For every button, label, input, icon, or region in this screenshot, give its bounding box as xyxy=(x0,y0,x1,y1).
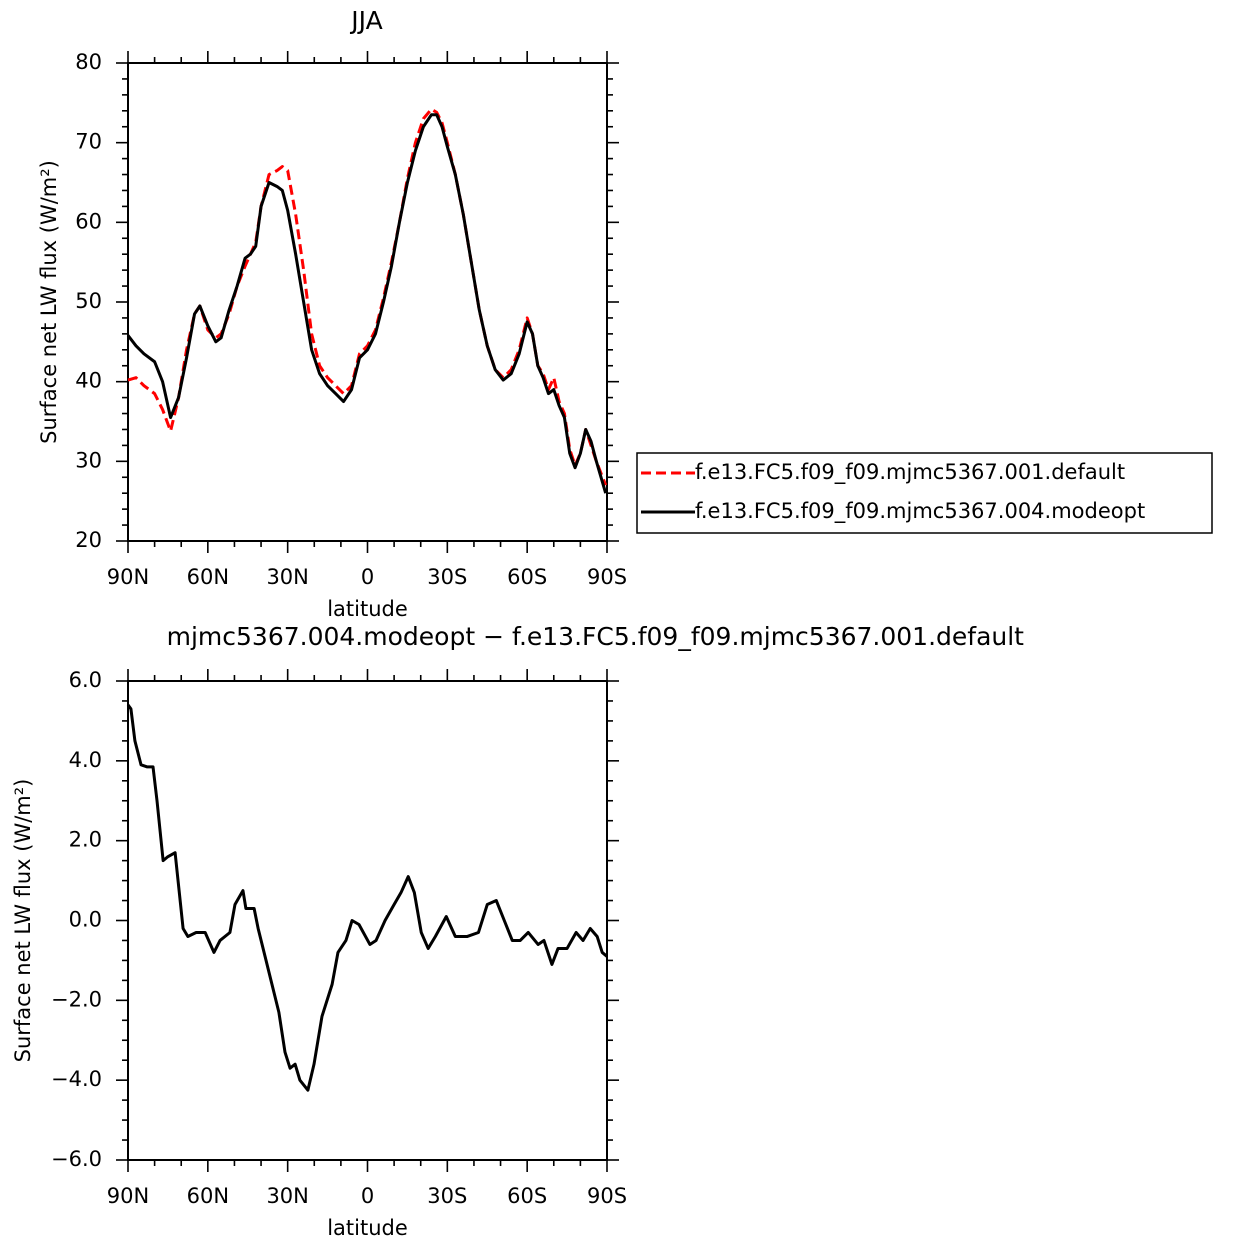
y-tick-label: 40 xyxy=(75,369,102,393)
y-axis-label: Surface net LW flux (W/m²) xyxy=(11,779,35,1063)
y-tick-label: 20 xyxy=(75,528,102,552)
chart-title: JJA xyxy=(349,6,382,35)
x-tick-label: 90S xyxy=(587,1184,627,1208)
y-tick-label: 50 xyxy=(75,289,102,313)
x-axis-label: latitude xyxy=(327,597,408,621)
x-tick-label: 30N xyxy=(266,565,308,589)
y-tick-label: 6.0 xyxy=(69,668,102,692)
x-tick-label: 60S xyxy=(507,1184,547,1208)
x-tick-label: 60N xyxy=(187,565,229,589)
x-tick-label: 30N xyxy=(266,1184,308,1208)
x-tick-label: 90N xyxy=(107,1184,149,1208)
plot-frame xyxy=(127,680,608,1161)
x-tick-label: 90N xyxy=(107,565,149,589)
data-line xyxy=(126,704,608,1092)
x-axis-label: latitude xyxy=(327,1216,408,1240)
y-tick-label: 0.0 xyxy=(69,908,102,932)
y-axis-label: Surface net LW flux (W/m²) xyxy=(37,160,61,444)
chart-title: mjmc5367.004.modeopt − f.e13.FC5.f09_f09… xyxy=(167,622,1025,651)
data-line xyxy=(126,113,608,494)
data-line xyxy=(127,107,608,486)
x-tick-label: 60N xyxy=(187,1184,229,1208)
y-tick-label: −4.0 xyxy=(51,1067,102,1091)
legend-label: f.e13.FC5.f09_f09.mjmc5367.001.default xyxy=(695,460,1125,485)
legend-box xyxy=(636,452,1213,534)
y-tick-label: 2.0 xyxy=(69,828,102,852)
y-tick-label: −2.0 xyxy=(51,987,102,1011)
y-tick-label: 70 xyxy=(75,130,102,154)
x-tick-label: 30S xyxy=(427,565,467,589)
x-tick-label: 60S xyxy=(507,565,547,589)
y-tick-label: 4.0 xyxy=(69,748,102,772)
y-tick-label: 30 xyxy=(75,448,102,472)
y-tick-label: 80 xyxy=(75,50,102,74)
x-tick-label: 0 xyxy=(361,1184,374,1208)
y-tick-label: −6.0 xyxy=(51,1147,102,1171)
x-tick-label: 30S xyxy=(427,1184,467,1208)
x-tick-label: 90S xyxy=(587,565,627,589)
x-tick-label: 0 xyxy=(361,565,374,589)
y-tick-label: 60 xyxy=(75,209,102,233)
plot-frame xyxy=(127,62,608,542)
legend-label: f.e13.FC5.f09_f09.mjmc5367.004.modeopt xyxy=(695,499,1145,524)
